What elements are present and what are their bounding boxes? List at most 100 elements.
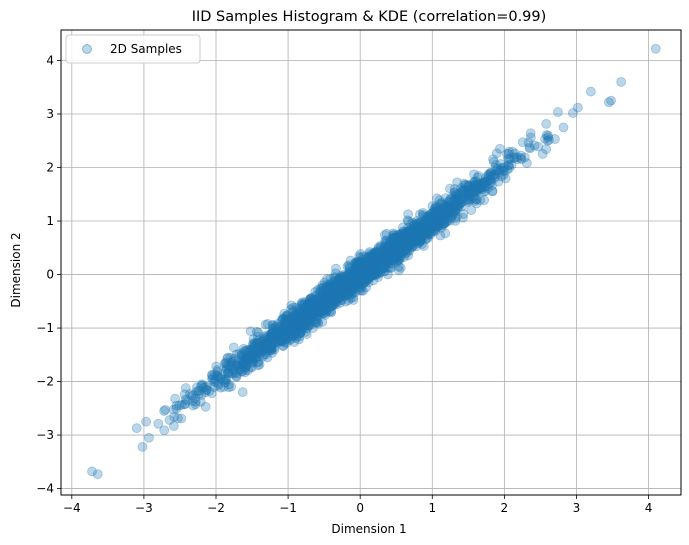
data-point	[279, 324, 290, 335]
data-point	[488, 170, 499, 181]
data-point	[327, 283, 338, 293]
data-point	[390, 253, 401, 264]
data-point	[450, 201, 460, 211]
data-point	[343, 286, 354, 297]
data-point	[306, 305, 317, 316]
data-point	[411, 241, 421, 252]
data-point	[447, 202, 458, 212]
data-point	[321, 294, 331, 305]
data-point	[437, 202, 448, 213]
data-point	[314, 297, 325, 307]
data-point	[486, 177, 496, 187]
data-point	[270, 328, 281, 338]
data-point	[444, 196, 455, 207]
data-point	[294, 315, 304, 326]
y-tick-label: 3	[46, 107, 54, 121]
data-point	[153, 418, 164, 429]
data-point	[337, 276, 348, 286]
data-point	[369, 256, 380, 267]
data-point	[411, 220, 422, 231]
data-point	[333, 274, 344, 285]
data-point	[330, 296, 341, 307]
data-point	[228, 354, 239, 364]
data-point	[387, 245, 398, 256]
data-point	[373, 251, 383, 262]
data-point	[481, 172, 491, 183]
data-point	[351, 258, 362, 269]
data-point	[424, 214, 434, 225]
data-point	[364, 254, 374, 265]
data-point	[423, 227, 434, 238]
data-point	[389, 233, 400, 243]
data-point	[366, 249, 377, 260]
data-point	[237, 366, 248, 376]
data-point	[366, 269, 377, 280]
data-point	[429, 212, 440, 223]
data-point	[209, 382, 220, 393]
data-point	[354, 273, 365, 283]
data-point	[280, 311, 291, 322]
data-point	[357, 270, 368, 280]
data-point	[374, 249, 385, 260]
data-point	[282, 310, 293, 321]
data-point	[220, 377, 231, 388]
data-point	[316, 304, 327, 315]
data-point	[303, 304, 314, 314]
data-point	[310, 286, 321, 297]
data-point	[308, 296, 318, 307]
data-point	[496, 163, 506, 174]
data-point	[378, 253, 388, 264]
data-point	[419, 227, 430, 238]
data-point	[336, 289, 347, 300]
data-point	[390, 247, 401, 258]
data-point	[262, 336, 273, 347]
data-point	[414, 229, 425, 240]
data-point	[240, 365, 251, 376]
data-point	[348, 292, 359, 303]
data-point	[420, 227, 431, 238]
data-point	[400, 237, 411, 248]
data-point	[358, 261, 369, 272]
data-point	[321, 286, 332, 297]
data-point	[315, 295, 326, 306]
data-point	[456, 183, 467, 193]
data-point	[317, 298, 328, 309]
data-point	[335, 287, 346, 297]
data-point	[266, 333, 277, 343]
x-tick-label: −2	[207, 501, 225, 515]
data-point	[373, 262, 384, 273]
data-point	[318, 296, 329, 306]
data-point	[325, 283, 336, 294]
data-point	[504, 162, 515, 173]
data-point	[349, 274, 360, 285]
data-point	[325, 289, 336, 299]
data-point	[367, 257, 378, 268]
data-point	[357, 263, 368, 274]
data-point	[495, 143, 505, 154]
data-point	[487, 186, 498, 196]
data-point	[239, 345, 250, 356]
data-point	[356, 265, 367, 276]
data-point	[401, 231, 412, 242]
data-point	[204, 386, 215, 396]
data-point	[321, 280, 332, 290]
data-point	[382, 244, 393, 255]
data-point	[432, 217, 443, 228]
data-point	[357, 258, 368, 269]
data-point	[435, 208, 446, 219]
data-point	[383, 262, 394, 273]
data-point	[271, 332, 282, 343]
data-point	[347, 272, 358, 283]
data-point	[346, 279, 357, 289]
data-point	[346, 286, 357, 297]
data-point	[412, 223, 423, 234]
data-point	[296, 313, 307, 323]
data-point	[430, 217, 441, 228]
data-point	[297, 297, 308, 308]
data-point	[321, 282, 332, 293]
data-point	[415, 221, 426, 231]
data-point	[349, 281, 359, 292]
data-point	[435, 230, 446, 241]
data-point	[364, 261, 375, 271]
data-point	[322, 289, 333, 300]
